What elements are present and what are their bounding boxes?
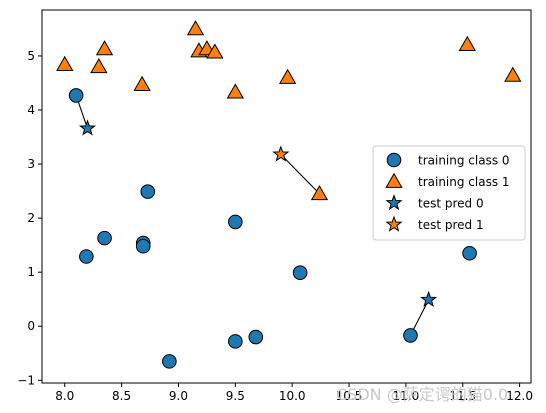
series-1-point-0: [56, 55, 74, 71]
series-2-point-1: [420, 290, 438, 308]
x-tick-label-2: 9.0: [169, 389, 188, 403]
series-0-point-6: [162, 354, 177, 369]
y-tick-label-6: 5: [27, 49, 35, 63]
series-0-point-7: [228, 214, 243, 230]
x-tick-label-0: 8.0: [55, 389, 74, 403]
y-tick-label-4: 3: [27, 157, 35, 171]
x-tick-label-3: 9.5: [226, 389, 245, 403]
series-1-point-9: [278, 68, 297, 84]
series-1-point-2: [95, 40, 114, 56]
series-0-point-4: [135, 238, 151, 254]
series-0-point-8: [228, 334, 243, 349]
y-tick-label-1: 0: [27, 319, 35, 333]
plot-area: [56, 20, 522, 369]
y-tick-label-5: 4: [27, 103, 35, 117]
series-0-point-10: [292, 265, 308, 281]
axes: 8.0 8.5 9.0 9.5 10.0 10.5 11.0 11.5 12.0 −1 0 1 2 3 4 5: [17, 9, 533, 403]
legend-marker-1: [385, 172, 403, 188]
series-3-point-0: [272, 145, 290, 162]
series-1-point-4: [186, 20, 205, 36]
watermark-text: CSDN @萨定谔的猫0.0: [336, 385, 508, 404]
axes-frame: [41, 9, 532, 384]
series-0-point-9: [248, 329, 264, 345]
legend-label-0: training class 0: [418, 154, 510, 168]
legend: training class 0 training class 1 test pre…: [372, 145, 526, 241]
series-1-point-8: [226, 83, 244, 99]
series-0-point-2: [97, 230, 112, 246]
series-1-point-7: [206, 43, 224, 59]
y-tick-label-3: 2: [27, 211, 35, 225]
series-1-point-3: [133, 75, 151, 91]
x-tick-label-6: 11.0: [393, 389, 420, 403]
x-tick-label-7: 11.5: [449, 389, 476, 403]
series-2-point-0: [78, 119, 97, 136]
legend-marker-3: [385, 215, 403, 232]
series-0-point-5: [140, 184, 156, 199]
legend-label-2: test pred 0: [418, 197, 484, 211]
legend-label-3: test pred 1: [418, 218, 484, 232]
series-0-point-12: [462, 245, 477, 261]
series-1-point-12: [504, 66, 522, 82]
x-tick-label-1: 8.5: [112, 389, 131, 403]
y-tick-label-0: −1: [17, 373, 35, 387]
neighbor-line-1: [280, 153, 320, 195]
series-1-point-11: [458, 35, 476, 51]
x-tick-label-5: 10.5: [336, 389, 363, 403]
series-0-point-11: [403, 328, 418, 343]
x-tick-label-4: 10.0: [279, 389, 306, 403]
legend-marker-2: [385, 194, 403, 211]
legend-label-1: training class 1: [418, 175, 510, 189]
y-tick-label-2: 1: [27, 265, 35, 279]
series-1-point-1: [90, 57, 108, 74]
series-0-point-1: [79, 249, 94, 264]
legend-box: [372, 145, 526, 241]
x-tick-label-8: 12.0: [506, 389, 533, 403]
series-0-point-0: [68, 88, 84, 103]
legend-marker-0: [386, 152, 402, 168]
series-1-point-10: [310, 184, 329, 201]
